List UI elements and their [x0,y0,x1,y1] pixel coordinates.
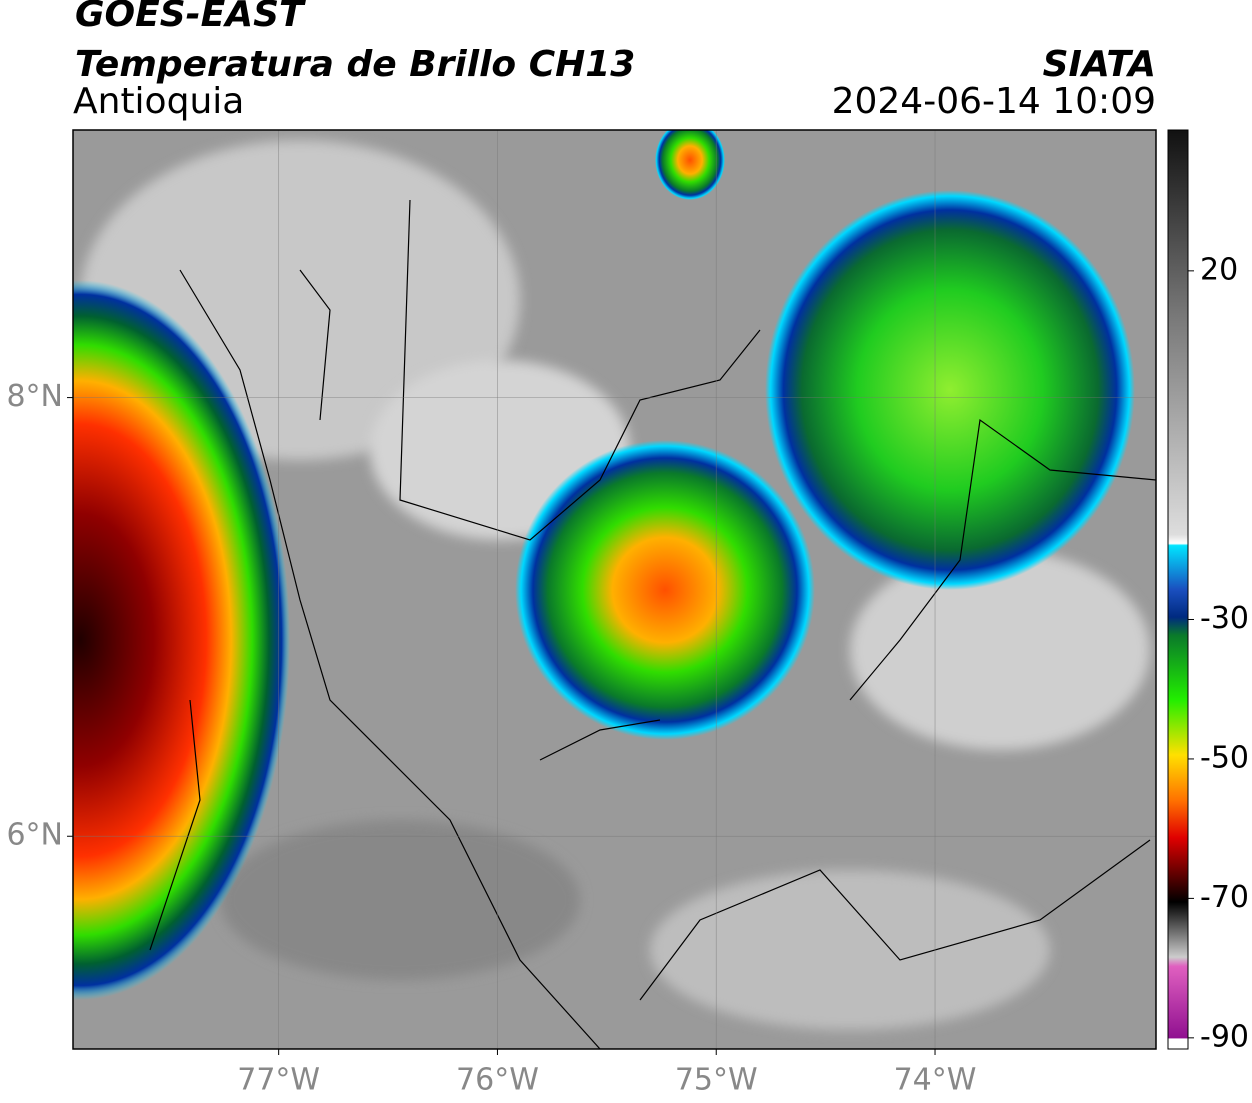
title: GOES-EAST [75,0,306,35]
y-tick-label: 8°N [6,379,63,414]
x-tick-label: 74°W [894,1063,977,1098]
datetime: 2024-06-14 10:09 [832,81,1156,122]
map-frame [72,129,1157,1050]
x-tick-label: 75°W [675,1063,758,1098]
x-tick-label: 76°W [456,1063,539,1098]
x-tick-label: 77°W [237,1063,320,1098]
region: Antioquia [73,81,244,122]
colorbar-tick-label: -30 [1200,601,1249,636]
subtitle: Temperatura de Brillo CH13 [75,44,635,85]
colorbar-tick-label: 20 [1200,252,1238,287]
imagery [73,130,1156,1049]
colorbar-tick-label: -50 [1200,740,1249,775]
y-tick-label: 6°N [6,818,63,853]
colorbar-tick-label: -70 [1200,880,1249,915]
source: SIATA [1043,44,1156,85]
colorbar [1167,129,1189,1050]
colorbar-tick-label: -90 [1200,1019,1249,1054]
